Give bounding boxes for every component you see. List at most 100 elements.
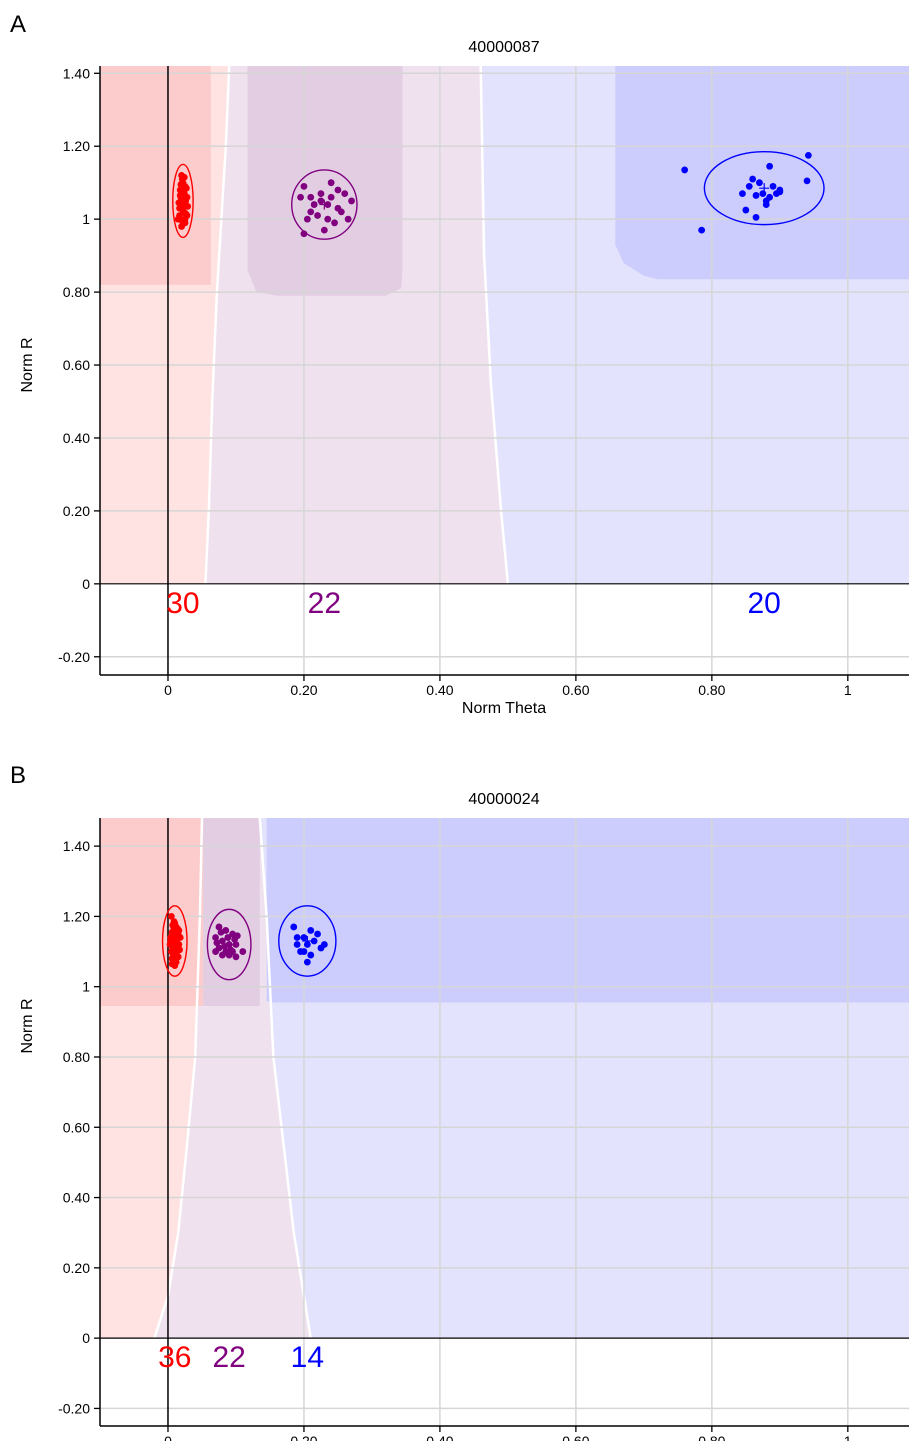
panel-a-cluster-ellipse-2 xyxy=(703,150,825,226)
panel-a-point-2-17 xyxy=(745,182,753,190)
panel-b-point-0-31 xyxy=(172,930,179,938)
panel-b-x-tick-label-4: 0.80 xyxy=(698,1433,725,1441)
panel-b-y-tick-label-3: 0.40 xyxy=(63,1190,90,1206)
panel-b-point-1-20 xyxy=(213,939,221,947)
panel-b-point-1-14 xyxy=(212,948,219,955)
panel-a-point-1-10 xyxy=(314,212,321,219)
panel-b-x-tick-label-2: 0.40 xyxy=(426,1433,453,1441)
panel-b-point-2-13 xyxy=(314,930,321,938)
panel-b-point-1-13 xyxy=(232,953,240,961)
panel-a: A 40000087 Norm Theta Norm R 30 22 20 0 0.20… xyxy=(10,11,909,717)
panel-b-point-1-15 xyxy=(224,934,232,941)
panel-a-x-tick-label-2: 0.40 xyxy=(426,682,453,698)
panel-b-point-2-4 xyxy=(293,941,301,948)
panel-a-point-1-14 xyxy=(300,230,308,238)
panel-b-title: 40000024 xyxy=(468,791,539,808)
panel-a-point-2-7 xyxy=(759,190,767,198)
panel-a-point-0-13 xyxy=(178,223,185,230)
panel-b-plot: 36 22 14 0 0.20 0.40 0.60 0.80 1 -0.20 0 0.20 0.40 0.… xyxy=(58,818,909,1441)
panel-a-point-2-8 xyxy=(752,192,760,199)
panel-b-point-2-10 xyxy=(320,941,328,948)
panel-a-y-tick-label-4: 0.60 xyxy=(63,357,90,373)
panel-a-point-0-27 xyxy=(178,175,186,183)
panel-a-below-zero-area xyxy=(100,583,909,675)
panel-b-plot-area xyxy=(100,818,909,1426)
panel-b-point-1-11 xyxy=(218,951,226,959)
panel-b-x-tick-label-3: 0.60 xyxy=(562,1433,589,1441)
panel-a-letter: A xyxy=(10,11,26,38)
panel-b-y-tick-label-0: -0.20 xyxy=(58,1400,90,1416)
panel-b-y-axis-label: Norm R xyxy=(19,998,36,1053)
panel-b-point-2-0 xyxy=(290,923,298,931)
panel-a-point-0-22 xyxy=(182,210,190,218)
panel-a-point-2-9 xyxy=(739,190,746,198)
panel-b-centroid-1 xyxy=(224,939,235,950)
panel-b-x-tick-label-1: 0.20 xyxy=(290,1433,317,1441)
panel-a-point-1-5 xyxy=(310,201,318,208)
panel-b-point-2-11 xyxy=(303,958,311,966)
panel-b-point-0-30 xyxy=(170,951,177,959)
panel-b-centroid-0 xyxy=(169,936,180,947)
panel-a-point-1-1 xyxy=(307,193,315,201)
panel-a-y-tick-label-7: 1.20 xyxy=(63,138,90,154)
panel-a-centroid-1 xyxy=(319,199,330,210)
panel-a-point-1-15 xyxy=(337,208,345,216)
panel-a-point-1-4 xyxy=(341,190,349,198)
panel-a-y-tick-label-2: 0.20 xyxy=(63,503,90,519)
panel-b-y-tick-label-1: 0 xyxy=(82,1330,90,1346)
panel-b-cluster-count-0: 36 xyxy=(158,1341,191,1374)
panel-a-point-2-0 xyxy=(681,166,689,174)
panel-a-x-tick-label-0: 0 xyxy=(164,682,172,698)
panel-a-point-2-14 xyxy=(698,226,706,234)
panel-b-point-2-1 xyxy=(307,927,315,934)
panel-a-point-1-12 xyxy=(344,215,352,223)
panel-b-point-1-12 xyxy=(225,951,233,959)
panel-b-x-tick-label-5: 1 xyxy=(844,1433,852,1441)
panel-b-point-1-19 xyxy=(227,946,234,954)
panel-a-point-1-11 xyxy=(331,219,338,227)
panel-a-point-1-16 xyxy=(307,208,315,216)
panel-a-cluster-boundary-1 xyxy=(479,66,510,584)
panel-a-cluster-count-0: 30 xyxy=(166,587,199,620)
panel-b-point-1-16 xyxy=(217,928,225,936)
panel-a-point-1-13 xyxy=(320,226,328,234)
panel-a-point-2-11 xyxy=(762,201,770,208)
panel-a-point-2-13 xyxy=(752,213,760,221)
panel-b-y-tick-label-5: 0.80 xyxy=(63,1049,90,1065)
panel-a-point-0-28 xyxy=(181,215,189,223)
panel-a-point-0-25 xyxy=(176,212,183,219)
panel-b-letter: B xyxy=(10,762,26,789)
panel-a-region-5 xyxy=(615,66,909,280)
panel-a-point-1-0 xyxy=(300,182,308,190)
panel-a-region-4 xyxy=(247,66,403,296)
panel-b-point-0-33 xyxy=(168,960,176,968)
panel-a-point-2-19 xyxy=(776,188,784,196)
panel-b-centroid-2 xyxy=(302,936,313,947)
panel-a-point-0-26 xyxy=(183,193,191,201)
panel-a-x-tick-label-1: 0.20 xyxy=(290,682,317,698)
panel-a-point-0-18 xyxy=(184,202,192,210)
panel-b-point-2-2 xyxy=(300,934,308,941)
panel-a-point-0-24 xyxy=(180,188,188,196)
panel-a-point-2-4 xyxy=(756,179,763,187)
panel-b-point-2-8 xyxy=(307,951,315,959)
panel-a-centroid-0 xyxy=(177,195,188,206)
panel-a-x-tick-label-3: 0.60 xyxy=(562,682,589,698)
panel-a-point-1-3 xyxy=(327,179,335,187)
panel-a-x-tick-label-4: 0.80 xyxy=(698,682,725,698)
panel-b-point-1-6 xyxy=(232,941,240,948)
panel-a-point-2-2 xyxy=(766,162,774,170)
panel-b-point-1-21 xyxy=(233,932,241,940)
panel-b-cluster-ellipse-0 xyxy=(161,905,188,977)
panel-a-cluster-boundary-0 xyxy=(204,66,231,584)
panel-b-cluster-count-2: 14 xyxy=(291,1341,324,1374)
panel-a-region-3 xyxy=(100,66,211,285)
panel-b-point-0-35 xyxy=(174,946,181,954)
panel-a-point-2-5 xyxy=(769,182,777,190)
panel-a-cluster-count-2: 20 xyxy=(748,587,781,620)
panel-a-y-tick-label-8: 1.40 xyxy=(63,65,90,81)
panel-b-point-2-9 xyxy=(297,948,304,955)
panel-a-plot: 30 22 20 0 0.20 0.40 0.60 0.80 1 -0.20 0 0.20 0.40 0.… xyxy=(58,65,909,698)
panel-b-point-0-34 xyxy=(170,918,178,926)
